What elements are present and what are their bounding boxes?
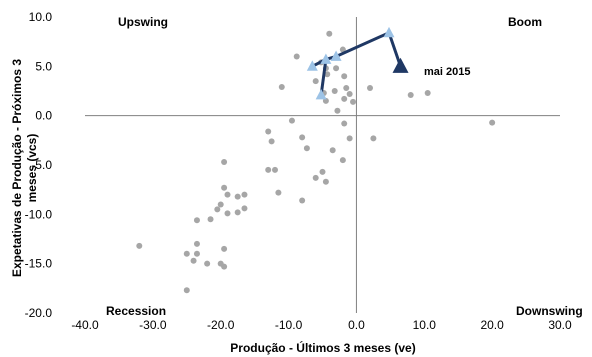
data-point [326,30,333,37]
y-tick-label: 0.0 [35,109,52,123]
quadrant-label-boom: Boom [508,15,542,29]
data-point [370,135,377,142]
data-point [193,240,200,247]
x-tick-label: -20.0 [207,318,235,332]
data-point [241,191,248,198]
y-tick-label: -10.0 [25,207,53,221]
data-point [341,73,348,80]
annotation-latest: mai 2015 [424,66,470,78]
data-point [278,84,285,91]
history-series [136,30,496,294]
data-point [322,178,329,185]
data-point [272,166,278,173]
x-tick-label: 10.0 [413,318,437,332]
data-point [288,117,295,124]
axes [85,17,560,313]
data-point [241,205,248,212]
data-point [193,250,200,257]
data-point [341,120,348,127]
data-point [193,217,200,224]
data-point [299,134,306,141]
data-point [350,98,357,105]
data-point [367,85,373,92]
data-point [334,107,341,114]
data-point [265,166,272,173]
data-point [204,260,211,267]
y-tick-label: 5.0 [35,59,52,73]
x-tick-label: -10.0 [275,318,303,332]
data-point [275,189,282,196]
recent-path-series [306,26,409,100]
data-point [339,157,346,164]
data-point [489,119,496,126]
y-axis-title-line1: Expetativas de Produção - Próximos 3 [10,59,24,277]
x-axis-title: Produção - Últimos 3 meses (ve) [230,340,415,355]
recent-path-marker [330,50,342,61]
data-point [224,210,231,217]
y-tick-labels: -20.0 -15.0 -10.0 -5.0 0.0 5.0 10.0 [25,10,53,320]
data-point [221,263,228,270]
recent-path-tail-line [319,59,328,96]
data-point [333,65,340,72]
data-point [136,242,143,249]
data-point [293,53,300,60]
quadrant-label-downswing: Downswing [516,304,583,318]
quadrant-label-upswing: Upswing [118,15,168,29]
data-point [346,135,353,142]
data-point [299,197,306,204]
data-point [303,145,310,152]
x-tick-label: 30.0 [548,318,572,332]
data-point [331,88,338,94]
data-point [346,90,353,97]
y-tick-label: 10.0 [29,10,53,24]
data-point [214,206,221,213]
quadrant-label-recession: Recession [106,304,166,318]
data-point [221,184,228,191]
latest-point-marker [392,57,409,73]
data-point [207,216,214,223]
recent-path-marker [320,53,332,64]
data-point [339,46,346,53]
data-point [312,78,319,85]
x-tick-label: 0.0 [348,318,365,332]
recent-path-marker [306,60,318,71]
data-point [424,89,431,96]
data-point [234,209,241,216]
data-point [343,85,350,92]
data-point [341,95,348,102]
data-point [312,174,319,181]
data-point [221,159,228,166]
data-point [190,257,197,264]
data-point [221,245,228,252]
x-tick-label: -40.0 [71,318,99,332]
data-point [217,201,224,208]
data-point [265,128,272,135]
recent-path-marker [383,26,395,38]
recent-path-marker [315,89,327,100]
data-point [183,250,190,257]
x-tick-labels: -40.0 -30.0 -20.0 -10.0 0.0 10.0 20.0 30.0 [71,318,572,332]
y-tick-label: -5.0 [31,158,52,172]
y-tick-label: -15.0 [25,257,53,271]
data-point [268,138,275,145]
x-tick-label: -30.0 [139,318,167,332]
data-point [234,193,241,200]
y-axis-title-line2: meses (vcs) [25,134,39,203]
data-point [183,287,190,294]
data-point [224,191,231,198]
data-point [324,71,331,78]
data-point [319,168,326,175]
data-point [407,91,414,98]
y-tick-label: -20.0 [25,306,53,320]
x-tick-label: 20.0 [480,318,504,332]
data-point [329,147,336,154]
